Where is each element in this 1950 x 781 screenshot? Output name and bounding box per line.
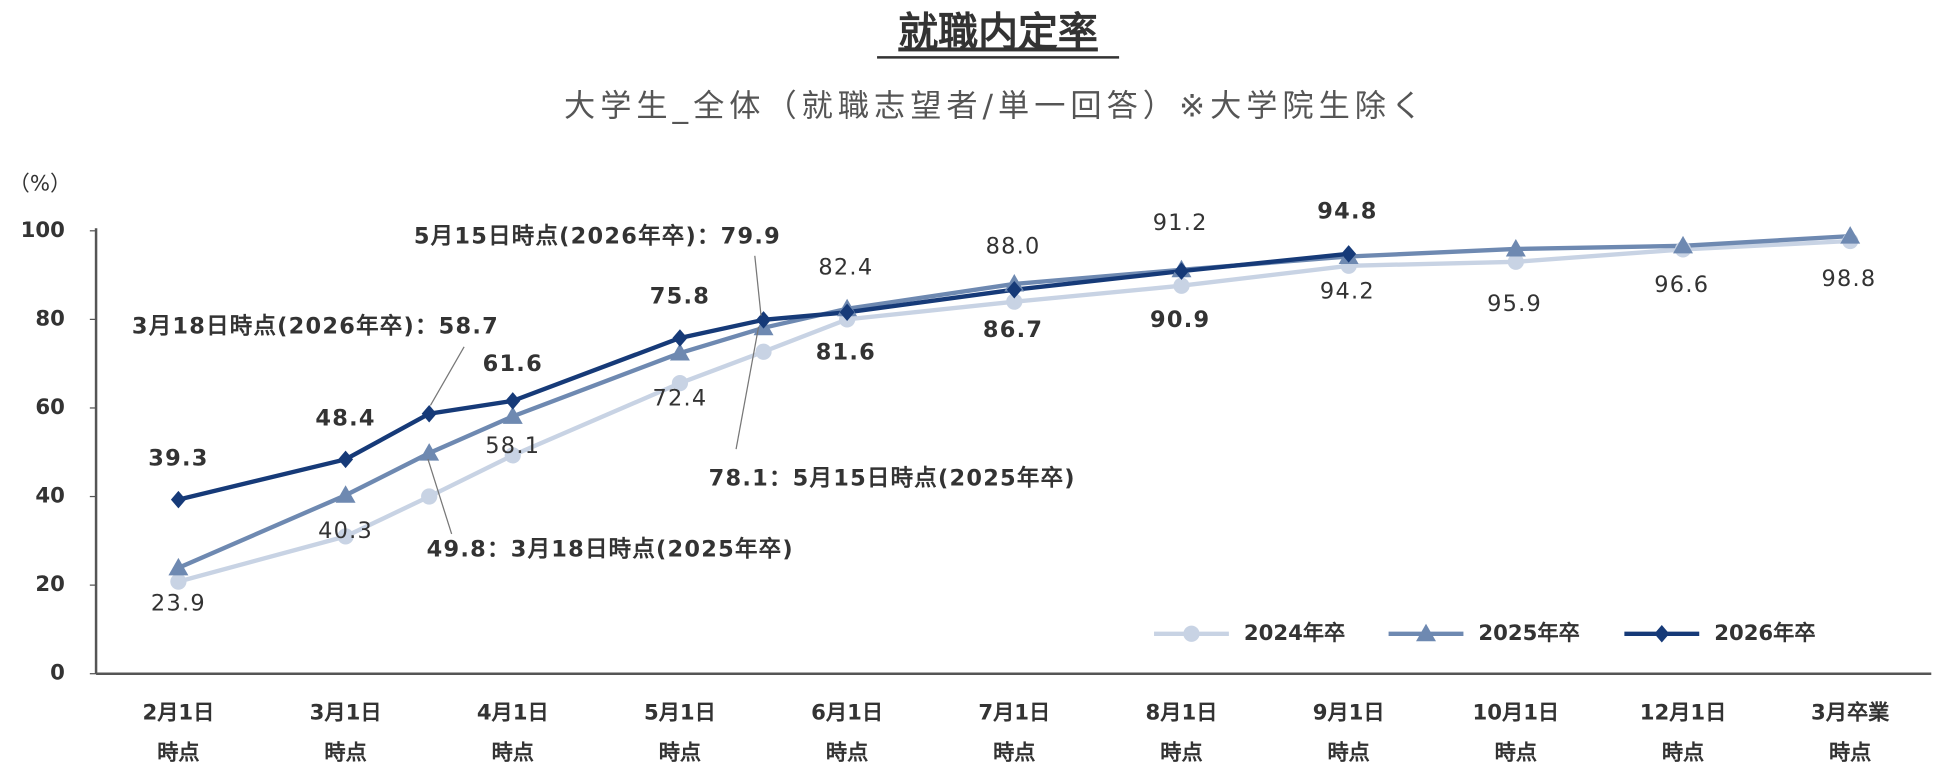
x-tick-label: 5月1日 — [644, 700, 716, 725]
x-tick-label: 8月1日 — [1146, 700, 1218, 725]
data-label: 95.9 — [1487, 291, 1542, 317]
x-tick-label: 9月1日 — [1313, 700, 1385, 725]
marker — [1341, 245, 1357, 263]
y-tick-label: 60 — [35, 394, 65, 419]
x-tick-label: 7月1日 — [978, 700, 1050, 725]
data-label: 88.0 — [986, 234, 1041, 260]
data-label: 90.9 — [1150, 307, 1210, 333]
data-label: 94.2 — [1320, 278, 1375, 304]
data-label: 94.8 — [1317, 199, 1377, 225]
marker — [504, 447, 521, 464]
data-label: 49.8：3月18日時点(2025年卒) — [427, 536, 794, 563]
marker — [672, 329, 688, 347]
marker — [756, 311, 772, 329]
legend-item: 2024年卒 — [1154, 620, 1345, 645]
data-label: 86.7 — [983, 317, 1043, 343]
data-label: 23.9 — [151, 590, 206, 616]
marker — [502, 406, 523, 424]
data-label: 81.6 — [816, 340, 876, 366]
x-tick-label: 時点 — [157, 740, 199, 765]
chart-title: 就職内定率 — [898, 9, 1098, 55]
marker — [419, 443, 440, 461]
y-axis-label: （%） — [9, 171, 72, 196]
x-tick-label: 時点 — [324, 740, 366, 765]
data-label: 82.4 — [818, 255, 873, 281]
marker — [1006, 293, 1023, 310]
marker — [421, 404, 437, 423]
x-tick-label: 時点 — [1829, 740, 1871, 765]
x-tick-label: 10月1日 — [1473, 700, 1560, 725]
marker — [338, 450, 354, 469]
data-label: 3月18日時点(2026年卒)：58.7 — [132, 312, 499, 339]
marker — [755, 343, 772, 360]
x-tick-label: 6月1日 — [811, 700, 883, 725]
legend-label: 2025年卒 — [1478, 620, 1579, 645]
marker — [1505, 238, 1526, 257]
leader-line — [735, 326, 760, 450]
marker — [505, 392, 521, 410]
data-label: 98.8 — [1821, 266, 1876, 292]
x-tick-label: 3月1日 — [310, 700, 382, 725]
marker — [1840, 226, 1861, 244]
y-tick-label: 0 — [50, 660, 65, 685]
marker — [1173, 262, 1189, 280]
marker — [671, 375, 689, 392]
x-tick-label: 4月1日 — [477, 700, 549, 725]
marker — [337, 528, 354, 545]
marker — [170, 490, 186, 509]
y-tick-label: 20 — [35, 571, 65, 596]
data-label: 39.3 — [148, 446, 208, 472]
data-label: 58.1 — [485, 433, 540, 459]
legend-item: 2025年卒 — [1388, 620, 1580, 645]
x-tick-label: 3月卒業 — [1811, 700, 1890, 725]
marker — [168, 557, 189, 576]
x-tick-label: 2月1日 — [142, 700, 214, 725]
marker — [1507, 253, 1524, 270]
data-label: 40.3 — [318, 518, 373, 544]
marker — [421, 488, 438, 505]
legend-item: 2026年卒 — [1624, 620, 1816, 645]
leader-line — [754, 255, 762, 316]
x-tick-label: 時点 — [993, 740, 1035, 765]
marker — [669, 343, 690, 361]
leader-line — [427, 458, 453, 535]
data-label: 91.2 — [1153, 210, 1208, 236]
marker — [335, 485, 356, 503]
data-label: 78.1：5月15日時点(2025年卒) — [709, 465, 1076, 492]
x-tick-label: 12月1日 — [1640, 700, 1727, 725]
marker — [1654, 625, 1670, 643]
legend-label: 2026年卒 — [1714, 620, 1815, 645]
x-tick-label: 時点 — [1495, 740, 1537, 765]
marker — [1673, 235, 1693, 254]
legend-label: 2024年卒 — [1244, 620, 1345, 645]
marker — [1006, 280, 1022, 299]
x-tick-label: 時点 — [826, 740, 868, 765]
x-tick-label: 時点 — [492, 740, 534, 765]
data-label: 5月15日時点(2026年卒)：79.9 — [414, 223, 781, 250]
data-label: 61.6 — [483, 351, 543, 377]
data-label: 72.4 — [652, 386, 707, 412]
marker — [1183, 625, 1200, 642]
chart-subtitle: 大学生_全体（就職志望者/単一回答）※大学院生除く — [564, 88, 1427, 124]
series-line — [177, 251, 1349, 502]
y-tick-label: 40 — [35, 483, 65, 508]
marker — [1173, 277, 1190, 294]
y-tick-label: 100 — [21, 217, 65, 242]
marker — [1416, 623, 1436, 642]
marker — [170, 573, 187, 590]
x-tick-label: 時点 — [1160, 740, 1202, 765]
y-tick-label: 80 — [35, 305, 65, 330]
data-label: 75.8 — [650, 283, 710, 309]
x-tick-label: 時点 — [1662, 740, 1704, 765]
leader-line — [429, 346, 465, 406]
data-label: 96.6 — [1654, 272, 1709, 298]
x-tick-label: 時点 — [1327, 740, 1369, 765]
x-tick-label: 時点 — [659, 740, 701, 765]
data-label: 48.4 — [315, 406, 375, 432]
marker — [839, 303, 855, 322]
